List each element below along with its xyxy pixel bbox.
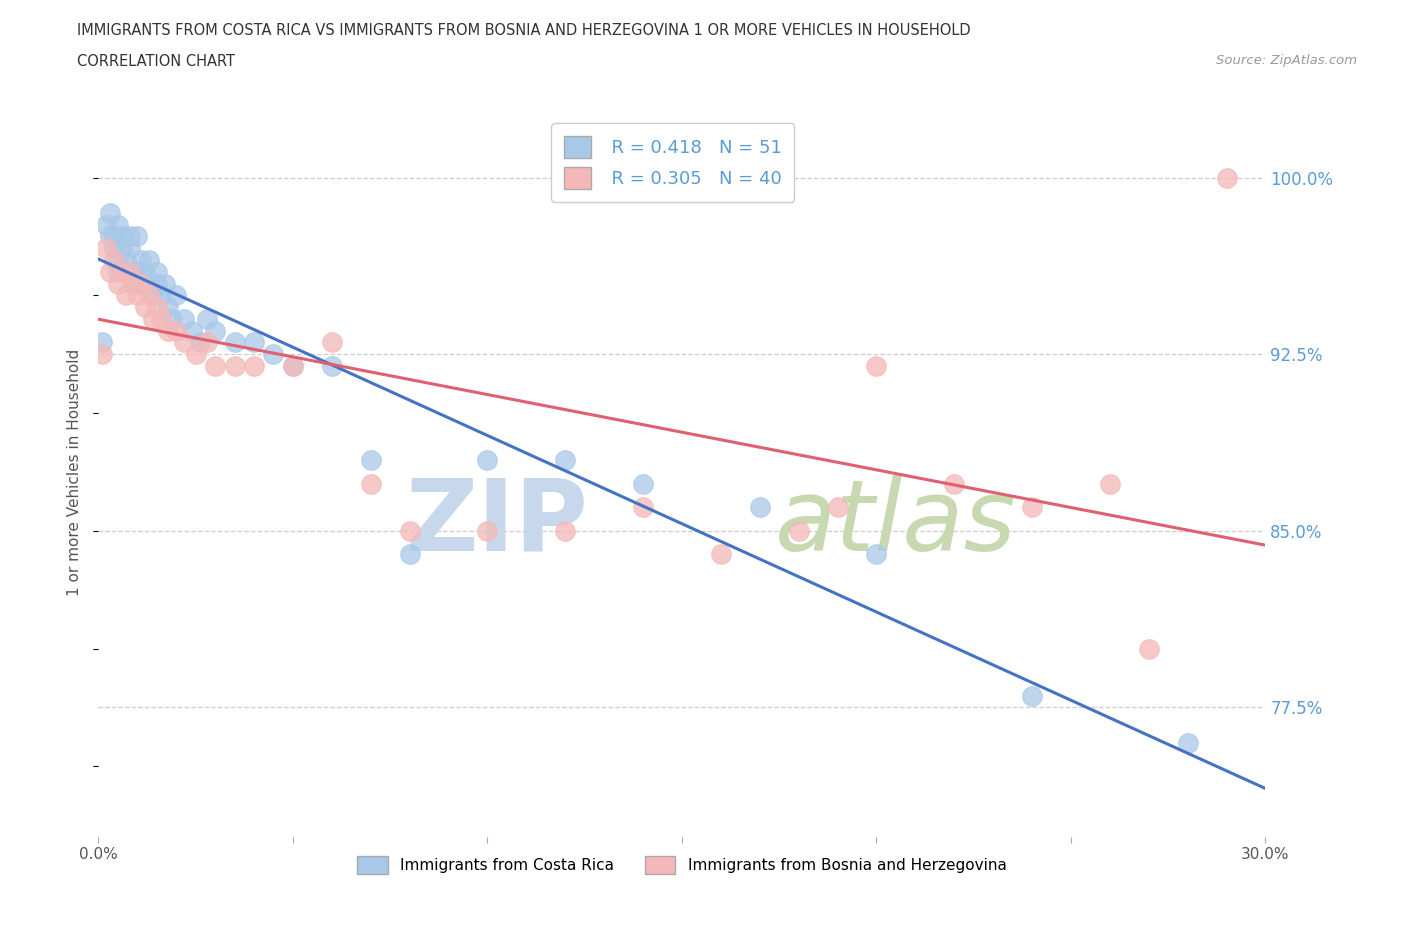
Point (173, 312, 195, 326)
Point (157, 299, 180, 314)
Point (281, 359, 304, 374)
Point (224, 359, 246, 374)
Point (865, 359, 887, 374)
Y-axis label: 1 or more Vehicles in Household: 1 or more Vehicles in Household (67, 349, 83, 595)
Point (107, 264, 129, 279)
Point (107, 218, 129, 232)
Point (165, 288, 187, 303)
Point (149, 288, 172, 303)
Point (122, 276, 145, 291)
Text: atlas: atlas (775, 474, 1017, 572)
Point (477, 453, 499, 468)
Point (195, 335, 218, 350)
Point (1021, 688, 1043, 703)
Point (98, 229, 121, 244)
Text: ZIP: ZIP (406, 474, 589, 572)
Point (114, 264, 136, 279)
Point (1137, 641, 1160, 656)
Point (360, 476, 382, 491)
Point (127, 264, 149, 279)
Point (111, 229, 134, 244)
Point (98, 264, 121, 279)
Point (107, 276, 129, 291)
Point (91, 335, 114, 350)
Point (477, 524, 499, 538)
Point (398, 547, 420, 562)
Point (118, 229, 141, 244)
Point (114, 288, 136, 303)
Point (262, 347, 284, 362)
Point (138, 253, 160, 268)
Point (96, 218, 118, 232)
Point (111, 241, 134, 256)
Legend: Immigrants from Costa Rica, Immigrants from Bosnia and Herzegovina: Immigrants from Costa Rica, Immigrants f… (352, 850, 1012, 881)
Point (146, 299, 169, 314)
Point (1098, 476, 1121, 491)
Point (103, 253, 125, 268)
Point (321, 335, 343, 350)
Point (748, 499, 770, 514)
Point (1177, 736, 1199, 751)
Point (129, 264, 152, 279)
Point (142, 288, 165, 303)
Point (103, 241, 125, 256)
Point (180, 324, 202, 339)
Point (118, 241, 141, 256)
Point (96, 241, 118, 256)
Point (554, 453, 576, 468)
Point (1215, 170, 1237, 185)
Point (142, 312, 165, 326)
Point (173, 335, 195, 350)
Point (134, 299, 156, 314)
Point (360, 453, 382, 468)
Point (129, 276, 152, 291)
Point (398, 524, 420, 538)
Point (146, 264, 169, 279)
Point (153, 276, 176, 291)
Point (204, 359, 226, 374)
Point (710, 547, 733, 562)
Point (146, 276, 169, 291)
Point (631, 476, 654, 491)
Point (114, 253, 136, 268)
Point (195, 312, 218, 326)
Point (943, 476, 966, 491)
Point (865, 547, 887, 562)
Point (138, 288, 160, 303)
Point (224, 335, 246, 350)
Point (321, 359, 343, 374)
Point (134, 276, 156, 291)
Point (554, 524, 576, 538)
Point (243, 335, 266, 350)
Point (134, 264, 156, 279)
Point (122, 276, 145, 291)
Point (787, 524, 810, 538)
Point (129, 253, 152, 268)
Point (111, 264, 134, 279)
Point (827, 499, 849, 514)
Point (204, 324, 226, 339)
Point (127, 288, 149, 303)
Text: IMMIGRANTS FROM COSTA RICA VS IMMIGRANTS FROM BOSNIA AND HERZEGOVINA 1 OR MORE V: IMMIGRANTS FROM COSTA RICA VS IMMIGRANTS… (77, 23, 972, 38)
Point (184, 347, 207, 362)
Point (107, 253, 129, 268)
Point (1021, 499, 1043, 514)
Point (149, 312, 172, 326)
Point (165, 324, 187, 339)
Point (91, 347, 114, 362)
Point (631, 499, 654, 514)
Point (243, 359, 266, 374)
Point (281, 359, 304, 374)
Text: CORRELATION CHART: CORRELATION CHART (77, 54, 235, 69)
Point (122, 264, 145, 279)
Point (127, 229, 149, 244)
Point (188, 335, 211, 350)
Text: Source: ZipAtlas.com: Source: ZipAtlas.com (1216, 54, 1357, 67)
Point (157, 324, 180, 339)
Point (162, 312, 184, 326)
Point (98, 206, 121, 220)
Point (103, 229, 125, 244)
Point (118, 264, 141, 279)
